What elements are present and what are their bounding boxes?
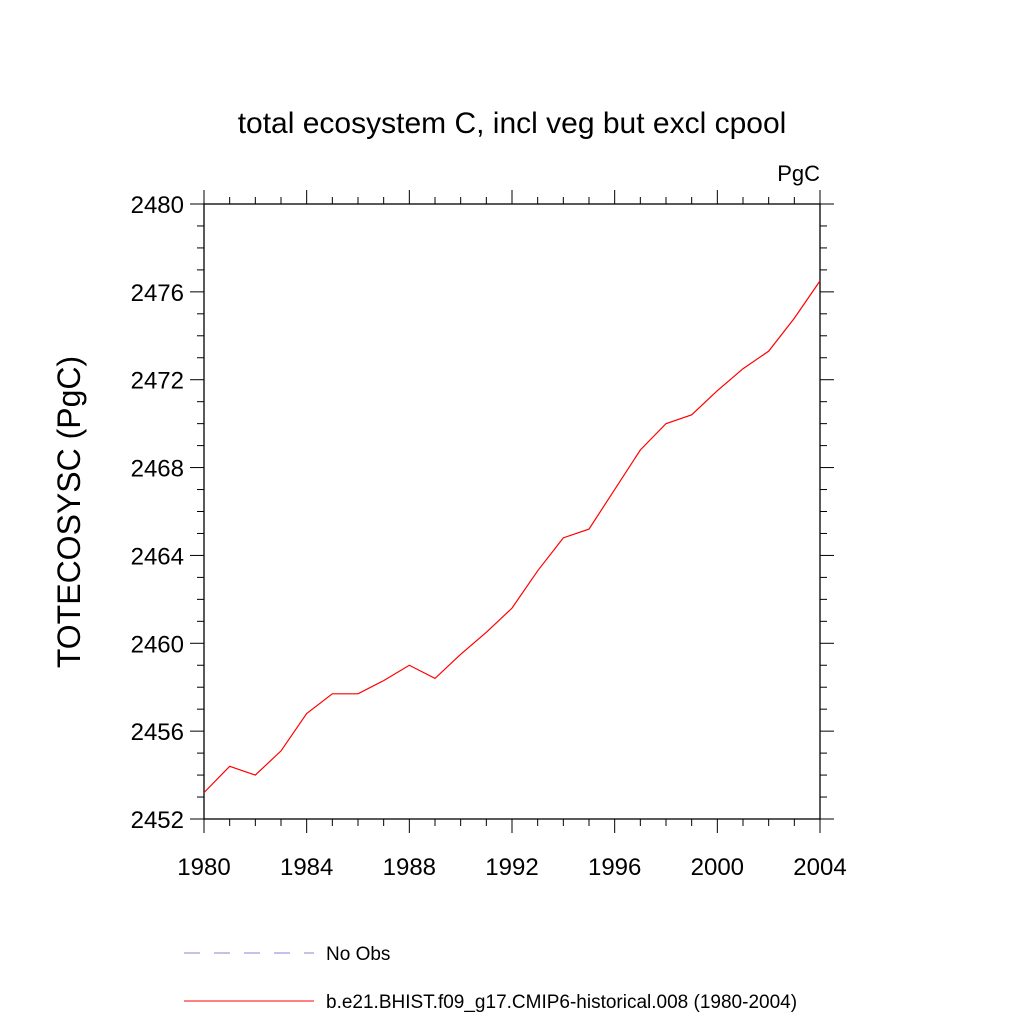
y-tick-label: 2464 — [131, 543, 184, 570]
y-tick-label: 2468 — [131, 456, 184, 483]
x-tick-label: 1996 — [588, 854, 641, 881]
y-tick-label: 2456 — [131, 719, 184, 746]
x-tick-label: 2004 — [793, 854, 846, 881]
y-tick-label: 2472 — [131, 368, 184, 395]
x-tick-label: 1992 — [485, 854, 538, 881]
y-tick-label: 2460 — [131, 631, 184, 658]
y-tick-label: 2476 — [131, 280, 184, 307]
x-tick-label: 1980 — [177, 854, 230, 881]
x-tick-label: 1988 — [383, 854, 436, 881]
chart-title: total ecosystem C, incl veg but excl cpo… — [238, 107, 787, 140]
y-axis-title: TOTECOSYSC (PgC) — [51, 356, 87, 668]
plot-axes: 1980 1984 1988 1992 1996 2000 2004 2452 2456 2460… — [131, 190, 847, 881]
units-label: PgC — [777, 161, 820, 186]
series-line-0 — [203, 280, 821, 794]
legend-label-1: No Obs — [326, 944, 390, 965]
y-tick-label: 2452 — [131, 807, 184, 834]
x-tick-label: 1984 — [280, 854, 333, 881]
legend-label-0: b.e21.BHIST.f09_g17.CMIP6-historical.008… — [326, 992, 797, 1013]
legend: No Obs b.e21.BHIST.f09_g17.CMIP6-historic… — [184, 944, 797, 1013]
plot-frame — [203, 203, 821, 820]
series-group — [203, 280, 821, 794]
y-tick-label: 2480 — [131, 192, 184, 219]
x-tick-label: 2000 — [691, 854, 744, 881]
